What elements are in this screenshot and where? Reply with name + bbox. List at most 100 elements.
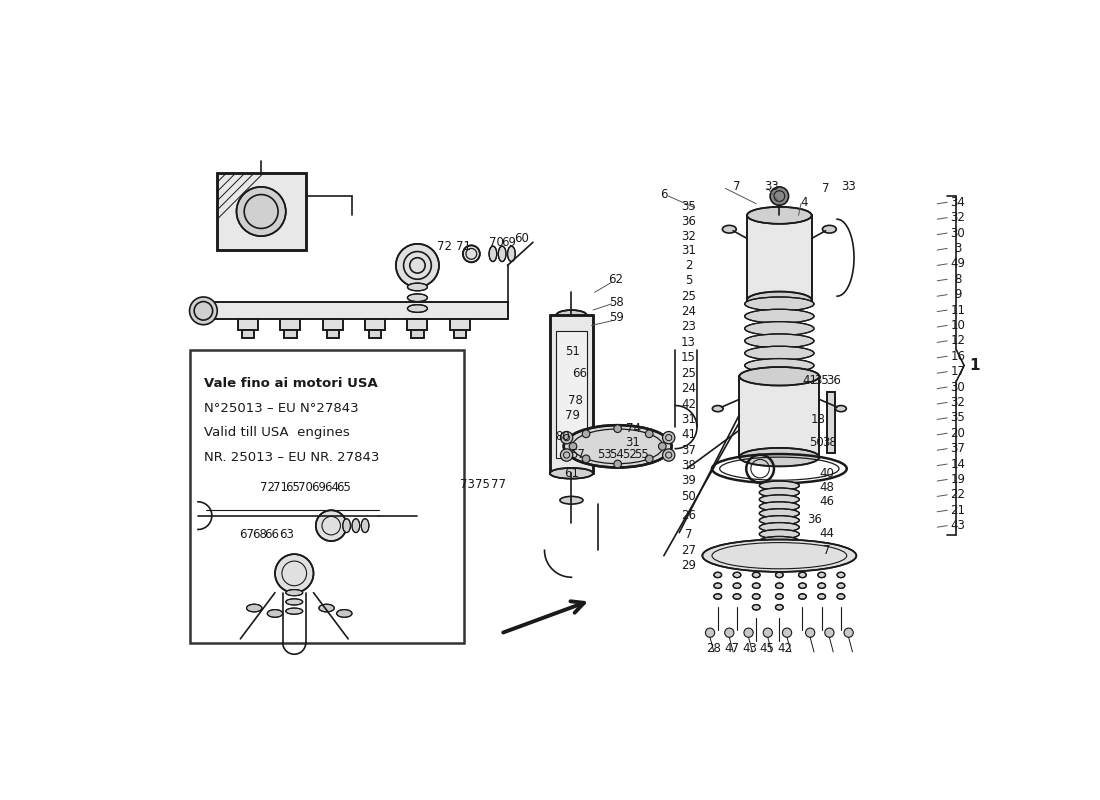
Circle shape bbox=[614, 460, 622, 468]
Text: 10: 10 bbox=[950, 319, 966, 332]
Circle shape bbox=[763, 628, 772, 638]
Text: 72: 72 bbox=[260, 481, 275, 494]
Text: 21: 21 bbox=[950, 504, 966, 517]
Circle shape bbox=[560, 431, 573, 444]
Ellipse shape bbox=[246, 604, 262, 612]
Text: 58: 58 bbox=[608, 296, 624, 309]
Circle shape bbox=[236, 187, 286, 236]
Text: 47: 47 bbox=[724, 642, 739, 655]
Text: 80: 80 bbox=[554, 430, 570, 443]
Ellipse shape bbox=[752, 583, 760, 589]
Ellipse shape bbox=[407, 305, 428, 312]
Text: 77: 77 bbox=[491, 478, 506, 491]
Bar bbox=[322, 319, 343, 330]
Ellipse shape bbox=[550, 468, 593, 478]
Text: 28: 28 bbox=[706, 642, 722, 655]
Text: 39: 39 bbox=[681, 474, 696, 487]
Text: 25: 25 bbox=[681, 366, 696, 380]
Ellipse shape bbox=[817, 572, 825, 578]
Bar bbox=[411, 330, 424, 338]
Ellipse shape bbox=[319, 604, 334, 612]
Bar bbox=[450, 319, 470, 330]
Ellipse shape bbox=[752, 605, 760, 610]
Text: 31: 31 bbox=[626, 436, 640, 449]
Bar bbox=[550, 315, 593, 474]
Ellipse shape bbox=[713, 406, 723, 412]
Bar bbox=[218, 173, 306, 250]
Ellipse shape bbox=[752, 572, 760, 578]
Text: 43: 43 bbox=[741, 642, 757, 655]
Ellipse shape bbox=[759, 509, 800, 518]
Text: 13: 13 bbox=[681, 336, 696, 349]
Text: 9: 9 bbox=[954, 288, 961, 301]
Text: 33: 33 bbox=[764, 180, 779, 194]
Text: 7: 7 bbox=[822, 182, 829, 195]
Text: 18: 18 bbox=[811, 413, 825, 426]
Text: 35: 35 bbox=[814, 374, 829, 387]
Text: 15: 15 bbox=[681, 351, 696, 364]
Ellipse shape bbox=[557, 310, 587, 321]
Ellipse shape bbox=[817, 594, 825, 599]
Text: N°25013 – EU N°27843: N°25013 – EU N°27843 bbox=[205, 402, 359, 414]
Text: 48: 48 bbox=[820, 481, 835, 494]
Text: 70: 70 bbox=[298, 481, 314, 494]
Text: 54: 54 bbox=[609, 447, 625, 461]
Text: 8: 8 bbox=[955, 273, 961, 286]
Circle shape bbox=[275, 554, 314, 593]
Text: 36: 36 bbox=[681, 215, 696, 228]
Text: 2: 2 bbox=[684, 259, 692, 272]
Text: 17: 17 bbox=[950, 365, 966, 378]
Text: 32: 32 bbox=[950, 211, 966, 224]
Ellipse shape bbox=[745, 322, 814, 335]
Text: 41: 41 bbox=[681, 428, 696, 442]
Text: 25: 25 bbox=[681, 290, 696, 302]
Text: 69: 69 bbox=[311, 481, 327, 494]
Circle shape bbox=[844, 628, 854, 638]
Bar bbox=[280, 319, 300, 330]
Bar bbox=[365, 319, 385, 330]
Ellipse shape bbox=[560, 496, 583, 504]
Ellipse shape bbox=[745, 346, 814, 360]
Ellipse shape bbox=[337, 610, 352, 618]
Text: 71: 71 bbox=[456, 240, 471, 253]
Text: 36: 36 bbox=[807, 513, 822, 526]
Ellipse shape bbox=[759, 537, 800, 546]
Ellipse shape bbox=[343, 518, 351, 533]
Circle shape bbox=[662, 431, 675, 444]
Text: 43: 43 bbox=[950, 519, 966, 532]
Text: 53: 53 bbox=[597, 447, 612, 461]
Ellipse shape bbox=[490, 246, 497, 262]
Ellipse shape bbox=[352, 518, 360, 533]
Text: 70: 70 bbox=[488, 236, 504, 249]
Bar bbox=[190, 350, 464, 642]
Bar bbox=[739, 376, 820, 457]
Ellipse shape bbox=[407, 294, 428, 302]
Bar bbox=[407, 319, 428, 330]
Text: 51: 51 bbox=[565, 345, 581, 358]
Text: 20: 20 bbox=[950, 426, 966, 440]
Text: 65: 65 bbox=[285, 481, 300, 494]
Text: 24: 24 bbox=[681, 305, 696, 318]
Text: 60: 60 bbox=[514, 232, 529, 245]
Ellipse shape bbox=[836, 406, 846, 412]
Text: 44: 44 bbox=[820, 527, 835, 540]
Text: 38: 38 bbox=[822, 436, 837, 449]
Text: 65: 65 bbox=[337, 481, 351, 494]
Circle shape bbox=[189, 297, 218, 325]
Circle shape bbox=[744, 628, 754, 638]
Text: 72: 72 bbox=[437, 240, 452, 253]
Circle shape bbox=[725, 628, 734, 638]
Text: 79: 79 bbox=[565, 409, 581, 422]
Text: 41: 41 bbox=[803, 374, 817, 387]
Text: 4: 4 bbox=[800, 196, 807, 209]
Circle shape bbox=[582, 430, 590, 438]
Bar bbox=[280, 319, 300, 330]
Text: 6: 6 bbox=[660, 188, 668, 201]
Text: 30: 30 bbox=[950, 226, 966, 239]
Ellipse shape bbox=[759, 530, 800, 538]
Ellipse shape bbox=[714, 594, 722, 599]
Bar bbox=[322, 319, 343, 330]
Bar bbox=[242, 330, 254, 338]
Text: 40: 40 bbox=[820, 467, 835, 480]
Ellipse shape bbox=[837, 572, 845, 578]
